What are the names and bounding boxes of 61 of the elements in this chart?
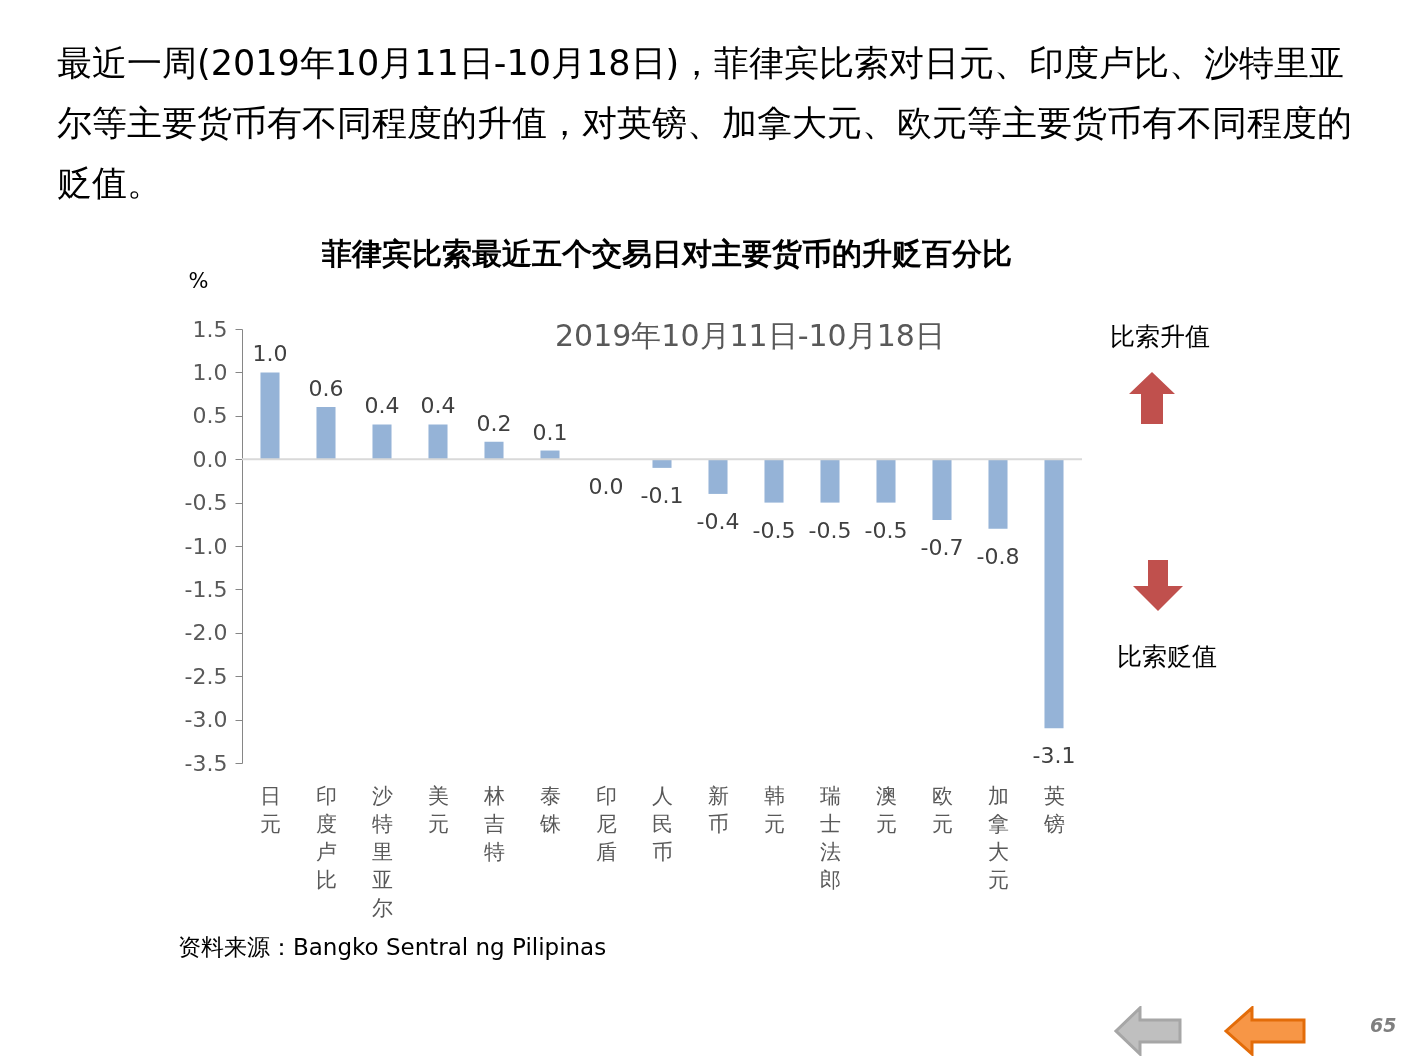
data-label: -0.5 xyxy=(752,517,796,543)
y-tick-label: -3.0 xyxy=(184,707,228,733)
x-tick-label: 沙特里亚尔 xyxy=(371,783,393,920)
data-label: -0.5 xyxy=(808,517,852,543)
text: 资料来源：Bangko Sentral ng Pilipinas xyxy=(178,933,607,962)
x-tick-label: 瑞士法郎 xyxy=(819,783,841,892)
data-label: 0.6 xyxy=(308,376,344,402)
x-tick-label: 印度卢比 xyxy=(315,783,337,892)
data-label: 0.0 xyxy=(588,474,624,500)
bar xyxy=(316,407,336,460)
y-tick-label: -2.0 xyxy=(184,620,228,646)
x-tick-label: 欧元 xyxy=(931,783,953,836)
bar xyxy=(708,459,728,494)
x-tick-label: 英镑 xyxy=(1042,783,1065,836)
data-label: -0.4 xyxy=(696,508,740,534)
data-label: 0.1 xyxy=(532,419,568,445)
x-tick-label: 印尼盾 xyxy=(595,783,617,864)
y-axis-title: % xyxy=(188,268,209,293)
x-tick-label: 林吉特 xyxy=(482,783,505,864)
bar xyxy=(820,459,840,503)
text: 比索升值 xyxy=(1110,321,1210,353)
data-label: 1.0 xyxy=(252,341,288,367)
y-tick-label: 1.5 xyxy=(192,316,228,342)
data-label: -0.5 xyxy=(864,517,908,543)
bar xyxy=(876,459,896,503)
y-tick-label: -1.5 xyxy=(184,576,228,602)
y-tick-label: -0.5 xyxy=(184,490,228,516)
x-tick-label: 加拿大元 xyxy=(987,783,1009,892)
y-tick-label: -1.0 xyxy=(184,533,228,559)
y-tick-label: -2.5 xyxy=(184,663,228,689)
data-label: -0.7 xyxy=(920,534,964,560)
y-tick-label: -3.5 xyxy=(184,750,228,776)
bar xyxy=(428,424,448,460)
bar xyxy=(988,459,1008,529)
bar xyxy=(932,459,952,520)
data-label: 0.2 xyxy=(476,410,512,436)
x-tick-label: 韩元 xyxy=(763,783,785,836)
y-tick-label: 0.5 xyxy=(192,403,228,429)
bar xyxy=(484,441,504,460)
x-tick-label: 新币 xyxy=(707,783,729,836)
x-tick-label: 日元 xyxy=(259,783,281,836)
y-tick-label: 0.0 xyxy=(192,446,228,472)
bar xyxy=(764,459,784,503)
data-label: -0.8 xyxy=(976,543,1020,569)
x-tick-label: 美元 xyxy=(427,783,449,836)
bar xyxy=(372,424,392,460)
chart-title: 菲律宾比索最近五个交易日对主要货币的升贬百分比 xyxy=(322,235,1012,273)
text: 比索贬值 xyxy=(1117,641,1217,673)
x-tick-label: 澳元 xyxy=(875,783,897,836)
y-tick-label: 1.0 xyxy=(192,359,228,385)
data-label: -3.1 xyxy=(1032,743,1076,769)
data-label: 0.4 xyxy=(364,393,400,419)
text: 65 xyxy=(1370,1014,1397,1036)
x-tick-label: 人民币 xyxy=(651,783,673,864)
bar xyxy=(1044,459,1064,729)
bar xyxy=(260,372,280,460)
x-tick-label: 泰铢 xyxy=(538,783,561,836)
text: 最近一周(2019年10月11日-10月18日)，菲律宾比索对日元、印度卢比、沙特里亚尔等主要货币有不同程度的升值，对英镑、加拿大元、欧元等主要货币有不同程度的贬值。 xyxy=(57,42,1353,205)
data-label: -0.1 xyxy=(640,482,684,508)
annotation: 2019年10月11日-10月18日 xyxy=(555,317,945,355)
data-label: 0.4 xyxy=(420,393,456,419)
